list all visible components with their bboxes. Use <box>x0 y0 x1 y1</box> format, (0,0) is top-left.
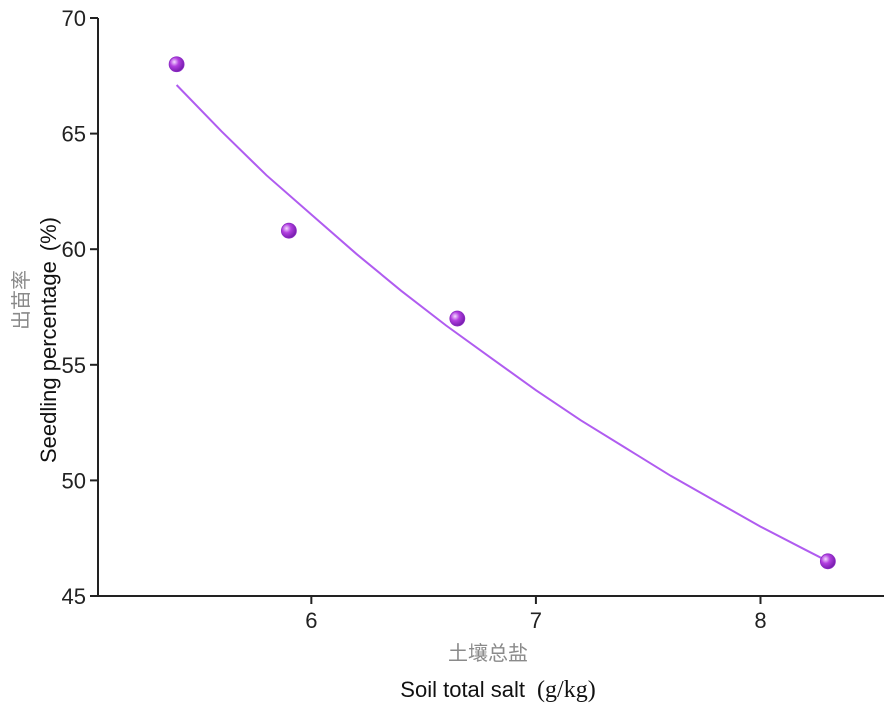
y-axis-label-text: Seedling percentage <box>36 261 61 463</box>
y-axis-label: Seedling percentage (%) <box>36 217 61 463</box>
x-tick-label: 6 <box>305 608 317 633</box>
data-point <box>168 56 185 73</box>
y-ticks: 45 50 55 60 65 70 <box>62 6 98 609</box>
x-tick-label: 8 <box>754 608 766 633</box>
fit-curve <box>175 84 829 563</box>
y-axis-label-cn: 出苗率 <box>9 270 33 330</box>
y-tick-label: 60 <box>62 237 86 262</box>
y-tick-label: 65 <box>62 122 86 147</box>
data-point <box>280 222 297 239</box>
axes <box>97 18 884 597</box>
x-ticks: 6 7 8 <box>305 596 767 633</box>
y-axis-label-unit: (%) <box>36 217 61 251</box>
data-points <box>168 56 836 570</box>
y-tick-label: 50 <box>62 468 86 493</box>
x-axis-label-text: Soil total salt <box>400 677 525 702</box>
y-tick-label: 55 <box>62 353 86 378</box>
y-tick-label: 70 <box>62 6 86 31</box>
x-axis-label-unit: (g/kg) <box>537 677 596 703</box>
x-axis-label: Soil total salt (g/kg) <box>400 677 595 703</box>
data-point <box>819 553 836 570</box>
x-axis-label-cn: 土壤总盐 <box>448 641 528 665</box>
data-point <box>449 310 466 327</box>
x-tick-label: 7 <box>530 608 542 633</box>
y-tick-label: 45 <box>62 584 86 609</box>
